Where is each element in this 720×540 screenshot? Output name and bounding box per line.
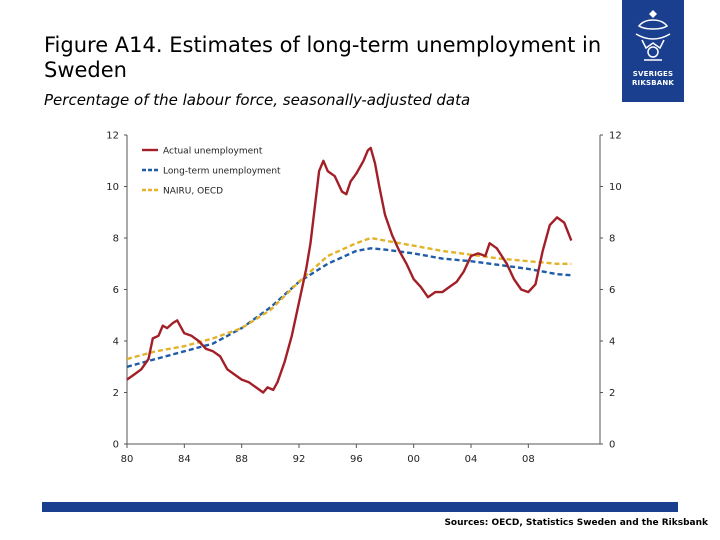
x-tick-label: 08 <box>522 454 535 464</box>
riksbank-logo: SVERIGES RIKSBANK <box>622 0 684 102</box>
series-line-nairu-oecd <box>126 236 572 361</box>
y-tick-label-right: 0 <box>609 440 615 451</box>
y-tick-label-left: 4 <box>113 337 119 348</box>
y-tick-label-left: 12 <box>106 131 119 142</box>
y-tick-label-right: 8 <box>609 234 615 245</box>
y-tick-label-left: 2 <box>113 388 119 399</box>
legend-label: NAIRU, OECD <box>163 187 223 197</box>
footer-bar <box>42 502 678 512</box>
x-tick-label: 00 <box>407 454 420 464</box>
crest-icon <box>635 10 671 61</box>
y-tick-label-right: 10 <box>609 182 622 193</box>
x-tick-label: 96 <box>350 454 363 464</box>
series-line-actual-unemployment <box>126 146 573 394</box>
y-tick-label-left: 6 <box>113 285 119 296</box>
unemployment-chart: 0 0 2 2 4 4 6 6 8 8 10 10 12 12 80 84 88 92 96 00 04 08 Actual… <box>100 124 630 465</box>
x-tick-label: 84 <box>178 454 191 464</box>
series-line-long-term-unemployment <box>126 247 572 368</box>
logo-wordmark: SVERIGES RIKSBANK <box>631 70 675 87</box>
x-tick-label: 88 <box>235 454 248 464</box>
x-tick-label: 04 <box>465 454 478 464</box>
y-tick-label-right: 2 <box>609 388 615 399</box>
y-tick-label-left: 10 <box>106 182 119 193</box>
y-tick-label-right: 4 <box>609 337 615 348</box>
legend-label: Long-term unemployment <box>163 167 281 177</box>
y-tick-label-right: 6 <box>609 285 615 296</box>
y-tick-label-left: 0 <box>113 440 119 451</box>
y-tick-label-right: 12 <box>609 131 622 142</box>
page-subtitle: Percentage of the labour force, seasonal… <box>44 91 471 109</box>
x-tick-label: 80 <box>121 454 134 464</box>
legend-label: Actual unemployment <box>163 147 263 157</box>
x-tick-label: 92 <box>293 454 306 464</box>
y-tick-label-left: 8 <box>113 234 119 245</box>
page-title: Figure A14. Estimates of long-term unemp… <box>44 33 602 82</box>
source-note: Sources: OECD, Statistics Sweden and the… <box>444 518 708 528</box>
